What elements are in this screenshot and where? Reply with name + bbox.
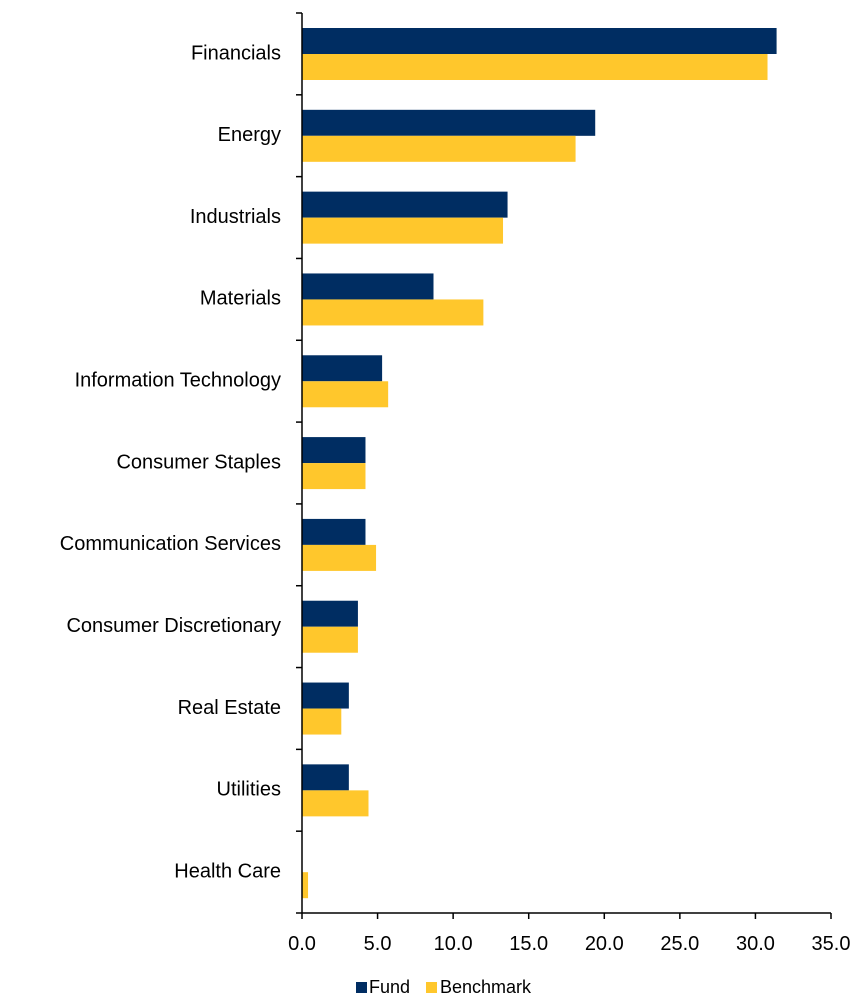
category-label-information-technology: Information Technology	[75, 370, 281, 392]
legend: Fund Benchmark	[356, 977, 532, 997]
x-tick-label-35-0: 35.0	[812, 933, 851, 955]
bar-benchmark-utilities	[302, 790, 369, 817]
legend-label-benchmark: Benchmark	[440, 977, 532, 997]
bar-benchmark-energy	[302, 135, 576, 162]
category-label-energy: Energy	[218, 124, 281, 146]
bar-benchmark-health-care	[302, 872, 309, 899]
legend-label-fund: Fund	[369, 977, 410, 997]
bar-fund-energy	[302, 109, 596, 136]
category-label-real-estate: Real Estate	[178, 697, 281, 719]
x-tick-label-25-0: 25.0	[660, 933, 699, 955]
x-tick-label-15-0: 15.0	[509, 933, 548, 955]
category-label-health-care: Health Care	[174, 860, 281, 882]
category-label-utilities: Utilities	[217, 779, 281, 801]
bar-fund-communication-services	[302, 518, 366, 545]
x-axis-ticks-group: 0.0 5.0 10.0 15.0 20.0 25.0 30.0 35.0	[288, 913, 850, 955]
legend-swatch-fund	[356, 982, 367, 993]
x-tick-label-10-0: 10.0	[434, 933, 473, 955]
bar-fund-information-technology	[302, 355, 383, 382]
category-label-financials: Financials	[191, 42, 281, 64]
bar-fund-real-estate	[302, 682, 349, 709]
x-tick-label-30-0: 30.0	[736, 933, 775, 955]
bar-benchmark-information-technology	[302, 381, 389, 408]
bar-fund-consumer-discretionary	[302, 600, 358, 627]
x-tick-label-0-0: 0.0	[288, 933, 316, 955]
bar-fund-utilities	[302, 764, 349, 791]
bar-benchmark-industrials	[302, 217, 504, 244]
category-labels-group: Financials Energy Industrials Materials Info…	[60, 12, 302, 914]
bar-fund-financials	[302, 28, 777, 54]
bars-group	[302, 28, 777, 899]
category-label-consumer-staples: Consumer Staples	[116, 451, 281, 473]
bar-fund-materials	[302, 273, 434, 300]
x-tick-label-20-0: 20.0	[585, 933, 624, 955]
bar-benchmark-materials	[302, 299, 484, 326]
category-label-materials: Materials	[200, 288, 281, 310]
bar-benchmark-consumer-discretionary	[302, 626, 358, 653]
bar-fund-consumer-staples	[302, 437, 366, 464]
x-tick-label-5-0: 5.0	[364, 933, 392, 955]
category-label-communication-services: Communication Services	[60, 533, 281, 555]
category-label-consumer-discretionary: Consumer Discretionary	[66, 615, 281, 637]
category-label-industrials: Industrials	[190, 206, 281, 228]
bar-benchmark-communication-services	[302, 544, 377, 571]
legend-swatch-benchmark	[426, 982, 437, 993]
bar-fund-industrials	[302, 191, 508, 218]
bar-benchmark-real-estate	[302, 708, 342, 735]
bar-benchmark-consumer-staples	[302, 463, 366, 490]
bar-benchmark-financials	[302, 54, 768, 80]
